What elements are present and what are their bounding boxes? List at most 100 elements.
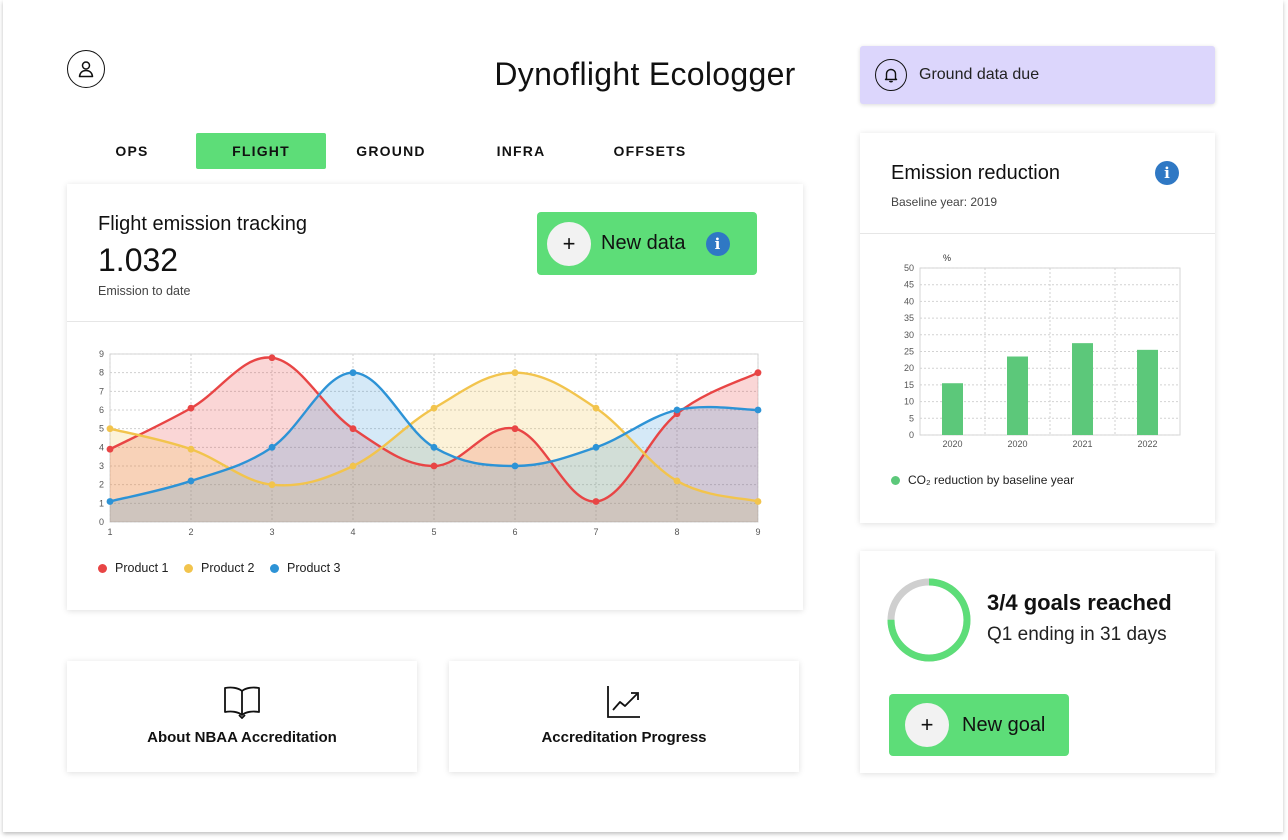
about-nbaa-label: About NBAA Accreditation bbox=[147, 729, 337, 746]
data-point bbox=[511, 369, 519, 377]
x-tick-label: 7 bbox=[593, 527, 598, 537]
x-tick-label: 2020 bbox=[1007, 439, 1027, 449]
info-icon[interactable]: i bbox=[705, 231, 730, 256]
emission-subtitle: Emission to date bbox=[98, 284, 191, 298]
data-point bbox=[187, 404, 195, 412]
series-line bbox=[109, 356, 759, 503]
x-tick-label: 2020 bbox=[942, 439, 962, 449]
emission-value: 1.032 bbox=[98, 242, 179, 278]
y-tick-label: 5 bbox=[909, 413, 914, 423]
tab-flight[interactable]: FLIGHT bbox=[196, 133, 326, 169]
y-tick-label: 6 bbox=[99, 405, 104, 415]
y-tick-label: 3 bbox=[99, 461, 104, 471]
emission-reduction-title: Emission reduction bbox=[891, 162, 1060, 184]
y-tick-label: 5 bbox=[99, 424, 104, 434]
series-line bbox=[109, 371, 759, 503]
y-tick-label: 7 bbox=[99, 386, 104, 396]
user-profile-button[interactable] bbox=[67, 50, 105, 88]
data-point bbox=[430, 443, 438, 451]
data-point bbox=[349, 425, 357, 433]
x-tick-label: 5 bbox=[431, 527, 436, 537]
new-goal-button[interactable]: + New goal bbox=[889, 694, 1069, 756]
emission-legend: CO₂ reduction by baseline year bbox=[891, 473, 1074, 487]
data-point bbox=[349, 462, 357, 470]
data-point bbox=[511, 462, 519, 470]
y-axis-unit: % bbox=[943, 253, 951, 263]
trend-chart-icon bbox=[607, 686, 640, 718]
y-tick-label: 25 bbox=[904, 347, 914, 357]
y-tick-label: 2 bbox=[99, 480, 104, 490]
y-tick-label: 10 bbox=[904, 397, 914, 407]
y-tick-label: 8 bbox=[99, 368, 104, 378]
plus-icon: + bbox=[547, 221, 591, 266]
emission-reduction-chart: 0 5 10 15 20 25 30 35 40 45 50% 2020 2020 2021 2022 bbox=[904, 253, 1181, 449]
legend-dot bbox=[891, 475, 900, 485]
x-tick-label: 2 bbox=[188, 527, 193, 537]
new-goal-label: New goal bbox=[962, 713, 1046, 736]
data-point bbox=[106, 445, 114, 453]
card-divider bbox=[67, 321, 803, 322]
x-tick-label: 4 bbox=[350, 527, 355, 537]
legend-label: CO₂ reduction by baseline year bbox=[908, 473, 1075, 487]
y-tick-label: 0 bbox=[99, 517, 104, 527]
data-point bbox=[673, 406, 681, 414]
x-tick-label: 8 bbox=[674, 527, 679, 537]
x-tick-label: 2021 bbox=[1072, 439, 1092, 449]
legend-item-product-2: Product 2 bbox=[184, 561, 255, 575]
legend-label: Product 1 bbox=[115, 561, 169, 575]
y-tick-label: 40 bbox=[904, 296, 914, 306]
data-point bbox=[592, 443, 600, 451]
y-tick-label: 0 bbox=[909, 430, 914, 440]
series-area bbox=[110, 357, 758, 522]
x-tick-label: 3 bbox=[269, 527, 274, 537]
about-nbaa-card[interactable]: About NBAA Accreditation bbox=[67, 661, 417, 772]
plus-icon: + bbox=[905, 703, 949, 747]
book-icon bbox=[224, 686, 260, 719]
x-tick-label: 1 bbox=[107, 527, 112, 537]
y-tick-label: 20 bbox=[904, 363, 914, 373]
card-divider bbox=[860, 233, 1215, 234]
data-point bbox=[754, 406, 762, 414]
x-tick-label: 6 bbox=[512, 527, 517, 537]
flight-emission-card: Flight emission tracking 1.032 Emission … bbox=[67, 184, 803, 610]
accreditation-progress-card[interactable]: Accreditation Progress bbox=[449, 661, 799, 772]
y-tick-label: 35 bbox=[904, 313, 914, 323]
legend-label: Product 3 bbox=[287, 561, 341, 575]
tab-infra[interactable]: INFRA bbox=[496, 143, 546, 159]
data-point bbox=[268, 443, 276, 451]
goals-card: 3/4 goals reached Q1 ending in 31 days +… bbox=[860, 551, 1215, 773]
y-tick-label: 9 bbox=[99, 349, 104, 359]
flight-emission-title: Flight emission tracking bbox=[98, 213, 307, 235]
y-tick-label: 15 bbox=[904, 380, 914, 390]
legend-item-product-3: Product 3 bbox=[270, 561, 341, 575]
user-icon bbox=[78, 61, 94, 78]
baseline-year-text: Baseline year: 2019 bbox=[891, 195, 998, 209]
new-data-button[interactable]: + New data i bbox=[537, 212, 757, 275]
data-point bbox=[187, 445, 195, 453]
data-point bbox=[592, 498, 600, 505]
legend-label: Product 2 bbox=[201, 561, 255, 575]
legend-item-product-1: Product 1 bbox=[98, 561, 169, 575]
data-point bbox=[430, 462, 438, 470]
bar bbox=[942, 383, 963, 435]
tab-offsets[interactable]: OFFSETS bbox=[613, 143, 687, 159]
bar bbox=[1007, 356, 1028, 435]
y-tick-label: 1 bbox=[99, 498, 104, 508]
legend-dot bbox=[270, 563, 279, 573]
info-icon[interactable]: i bbox=[1155, 161, 1179, 185]
emission-reduction-card: Emission reduction Baseline year: 2019 i… bbox=[860, 133, 1215, 523]
legend-dot bbox=[184, 563, 193, 573]
data-point bbox=[592, 404, 600, 412]
y-tick-label: 45 bbox=[904, 280, 914, 290]
data-point bbox=[754, 498, 762, 505]
tab-ops[interactable]: OPS bbox=[115, 143, 149, 159]
data-point bbox=[511, 425, 519, 433]
data-point bbox=[430, 404, 438, 412]
data-point bbox=[187, 477, 195, 485]
data-point bbox=[673, 477, 681, 485]
goals-subtitle: Q1 ending in 31 days bbox=[987, 624, 1167, 645]
notification-banner[interactable]: Ground data due bbox=[860, 46, 1215, 104]
data-point bbox=[106, 425, 114, 433]
tab-ground[interactable]: GROUND bbox=[356, 143, 426, 159]
